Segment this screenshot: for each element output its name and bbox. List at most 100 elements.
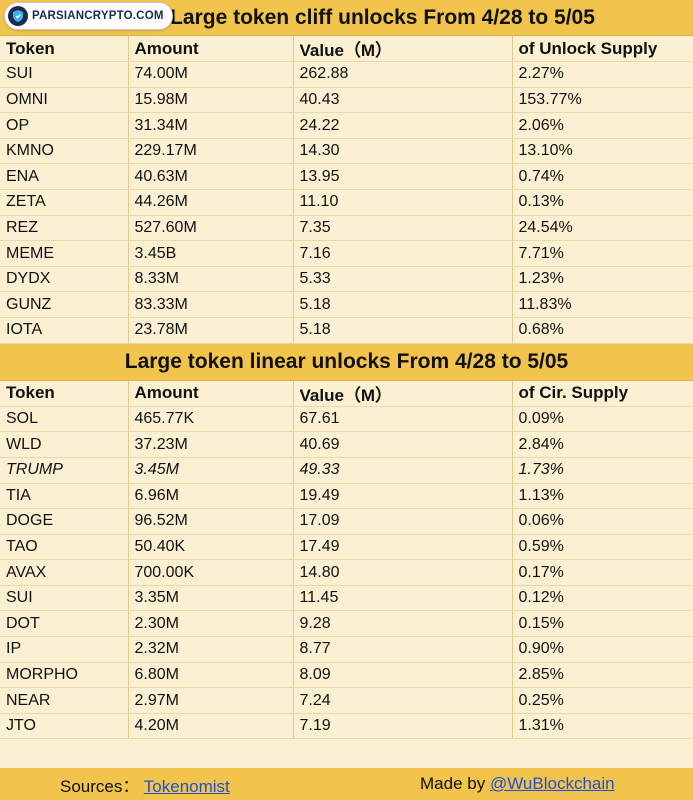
value-cell: 67.61 xyxy=(293,406,513,433)
token-cell: AVAX xyxy=(0,559,129,586)
linear-title: Large token linear unlocks From 4/28 to … xyxy=(0,343,693,381)
percent-cell: 11.83% xyxy=(512,291,693,319)
linear-table: Token Amount Value（M） of Cir. Supply SOL… xyxy=(0,380,693,740)
table-row: TRUMP 3.45M 49.33 1.73% xyxy=(0,457,693,484)
amount-cell: 6.80M xyxy=(128,662,294,689)
value-cell: 5.18 xyxy=(293,291,513,319)
amount-cell: 527.60M xyxy=(128,215,294,242)
percent-cell: 1.31% xyxy=(512,713,693,740)
column-header-cir-supply: of Cir. Supply xyxy=(512,380,693,407)
table-row: SUI 74.00M 262.88 2.27% xyxy=(0,61,693,88)
table-row: SOL 465.77K 67.61 0.09% xyxy=(0,406,693,433)
percent-cell: 2.85% xyxy=(512,662,693,689)
column-header-value: Value（M） xyxy=(293,36,513,63)
percent-cell: 24.54% xyxy=(512,215,693,242)
table-row: IP 2.32M 8.77 0.90% xyxy=(0,636,693,663)
table-row: TIA 6.96M 19.49 1.13% xyxy=(0,483,693,510)
column-header-unlock-supply: of Unlock Supply xyxy=(512,36,693,63)
value-cell: 40.69 xyxy=(293,431,513,458)
table-row: MEME 3.45B 7.16 7.71% xyxy=(0,240,693,267)
amount-cell: 37.23M xyxy=(128,431,294,458)
token-cell: JTO xyxy=(0,713,129,740)
amount-cell: 8.33M xyxy=(128,266,294,293)
amount-cell: 50.40K xyxy=(128,534,294,561)
value-cell: 7.19 xyxy=(293,713,513,740)
token-cell: SUI xyxy=(0,61,129,88)
percent-cell: 153.77% xyxy=(512,87,693,114)
percent-cell: 13.10% xyxy=(512,138,693,165)
amount-cell: 229.17M xyxy=(128,138,294,165)
value-cell: 5.18 xyxy=(293,317,513,344)
token-cell: SUI xyxy=(0,585,129,612)
amount-cell: 15.98M xyxy=(128,87,294,114)
percent-cell: 0.15% xyxy=(512,610,693,638)
table-row: GUNZ 83.33M 5.18 11.83% xyxy=(0,291,693,319)
percent-cell: 1.23% xyxy=(512,266,693,293)
table-row: AVAX 700.00K 14.80 0.17% xyxy=(0,559,693,586)
token-cell: ENA xyxy=(0,163,129,191)
wublockchain-link[interactable]: @WuBlockchain xyxy=(489,774,615,793)
percent-cell: 1.73% xyxy=(512,457,693,484)
table-row: JTO 4.20M 7.19 1.31% xyxy=(0,713,693,740)
table-row: SUI 3.35M 11.45 0.12% xyxy=(0,585,693,612)
token-cell: DYDX xyxy=(0,266,129,293)
token-cell: NEAR xyxy=(0,687,129,714)
token-cell: MORPHO xyxy=(0,662,129,689)
site-logo[interactable]: PARSIANCRYPTO.COM xyxy=(4,2,173,30)
cliff-table: Token Amount Value（M） of Unlock Supply S… xyxy=(0,36,693,344)
table-row: OP 31.34M 24.22 2.06% xyxy=(0,112,693,139)
shield-icon xyxy=(8,6,28,26)
token-cell: ZETA xyxy=(0,189,129,216)
table-row: DOGE 96.52M 17.09 0.06% xyxy=(0,508,693,535)
column-header-token: Token xyxy=(0,380,129,407)
linear-header-row: Token Amount Value（M） of Cir. Supply xyxy=(0,380,693,407)
token-cell: OP xyxy=(0,112,129,139)
value-cell: 14.30 xyxy=(293,138,513,165)
amount-cell: 3.45B xyxy=(128,240,294,267)
table-row: WLD 37.23M 40.69 2.84% xyxy=(0,431,693,458)
value-cell: 7.24 xyxy=(293,687,513,714)
column-header-value: Value（M） xyxy=(293,380,513,407)
value-cell: 9.28 xyxy=(293,610,513,638)
value-cell: 7.35 xyxy=(293,215,513,242)
amount-cell: 6.96M xyxy=(128,483,294,510)
column-header-amount: Amount xyxy=(128,36,294,63)
value-cell: 262.88 xyxy=(293,61,513,88)
amount-cell: 44.26M xyxy=(128,189,294,216)
percent-cell: 0.74% xyxy=(512,163,693,191)
tokenomist-link[interactable]: Tokenomist xyxy=(143,776,230,796)
made-by-note: Made by @WuBlockchain xyxy=(420,774,615,794)
amount-cell: 3.35M xyxy=(128,585,294,612)
percent-cell: 0.25% xyxy=(512,687,693,714)
footer-bar: Sources： Tokenomist Made by @WuBlockchai… xyxy=(0,768,693,800)
table-row: OMNI 15.98M 40.43 153.77% xyxy=(0,87,693,114)
amount-cell: 700.00K xyxy=(128,559,294,586)
percent-cell: 0.17% xyxy=(512,559,693,586)
token-cell: IOTA xyxy=(0,317,129,344)
value-cell: 11.10 xyxy=(293,189,513,216)
table-row: MORPHO 6.80M 8.09 2.85% xyxy=(0,662,693,689)
value-cell: 13.95 xyxy=(293,163,513,191)
value-cell: 5.33 xyxy=(293,266,513,293)
token-cell: GUNZ xyxy=(0,291,129,319)
token-cell: KMNO xyxy=(0,138,129,165)
amount-cell: 40.63M xyxy=(128,163,294,191)
value-cell: 14.80 xyxy=(293,559,513,586)
table-row: ENA 40.63M 13.95 0.74% xyxy=(0,163,693,191)
token-cell: WLD xyxy=(0,431,129,458)
percent-cell: 0.12% xyxy=(512,585,693,612)
percent-cell: 1.13% xyxy=(512,483,693,510)
token-cell: IP xyxy=(0,636,129,663)
table-row: TAO 50.40K 17.49 0.59% xyxy=(0,534,693,561)
token-cell: MEME xyxy=(0,240,129,267)
amount-cell: 23.78M xyxy=(128,317,294,344)
table-row: REZ 527.60M 7.35 24.54% xyxy=(0,215,693,242)
amount-cell: 74.00M xyxy=(128,61,294,88)
made-by-label: Made by xyxy=(420,774,490,793)
value-cell: 40.43 xyxy=(293,87,513,114)
token-cell: TAO xyxy=(0,534,129,561)
amount-cell: 96.52M xyxy=(128,508,294,535)
percent-cell: 0.59% xyxy=(512,534,693,561)
amount-cell: 2.97M xyxy=(128,687,294,714)
